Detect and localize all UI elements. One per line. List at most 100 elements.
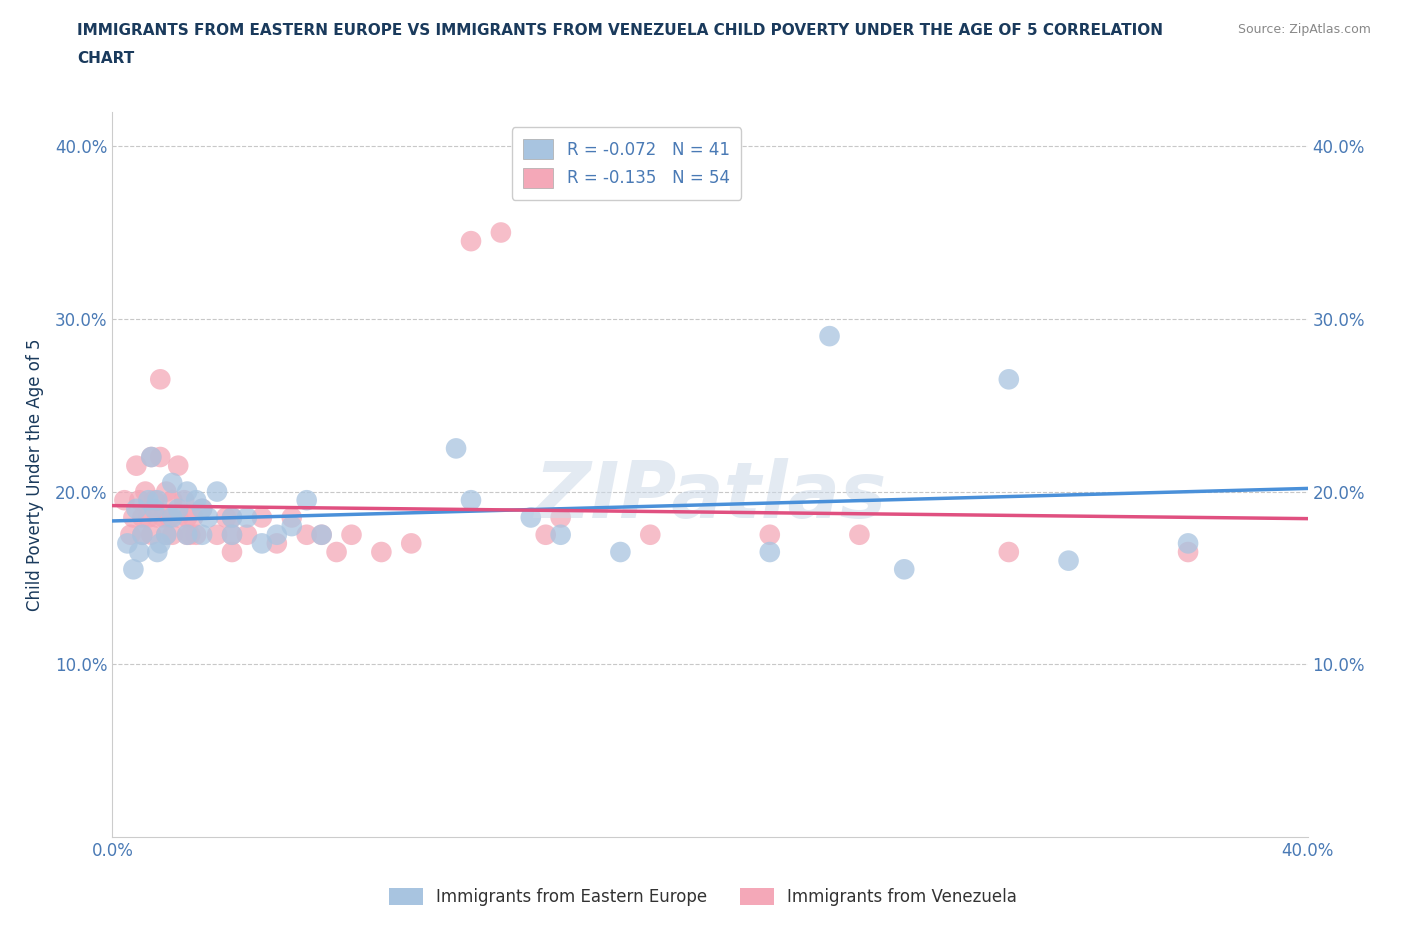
Point [122, 562, 145, 577]
Point [179, 527, 201, 542]
Point [146, 545, 169, 560]
Text: Source: ZipAtlas.com: Source: ZipAtlas.com [1237, 23, 1371, 36]
Point [266, 527, 288, 542]
Point [444, 441, 467, 456]
Point [141, 449, 163, 464]
Point [281, 510, 304, 525]
Point [125, 458, 148, 473]
Point [295, 527, 318, 542]
Point [295, 493, 318, 508]
Point [221, 545, 243, 560]
Point [221, 527, 243, 542]
Point [155, 485, 177, 499]
Legend: Immigrants from Eastern Europe, Immigrants from Venezuela: Immigrants from Eastern Europe, Immigran… [382, 881, 1024, 912]
Point [141, 527, 163, 542]
Y-axis label: Child Poverty Under the Age of 5: Child Poverty Under the Age of 5 [25, 338, 44, 611]
Point [141, 449, 163, 464]
Point [173, 493, 195, 508]
Point [236, 510, 259, 525]
Point [162, 475, 183, 490]
Point [340, 527, 363, 542]
Point [149, 449, 172, 464]
Point [221, 527, 243, 542]
Point [281, 519, 304, 534]
Point [125, 501, 148, 516]
Point [460, 493, 482, 508]
Point [176, 510, 198, 525]
Point [155, 527, 177, 542]
Point [311, 527, 333, 542]
Point [134, 485, 156, 499]
Legend: R = -0.072   N = 41, R = -0.135   N = 54: R = -0.072 N = 41, R = -0.135 N = 54 [512, 127, 741, 200]
Text: IMMIGRANTS FROM EASTERN EUROPE VS IMMIGRANTS FROM VENEZUELA CHILD POVERTY UNDER : IMMIGRANTS FROM EASTERN EUROPE VS IMMIGR… [77, 23, 1163, 38]
Point [550, 510, 572, 525]
Point [998, 372, 1021, 387]
Point [120, 527, 142, 542]
Point [250, 510, 273, 525]
Point [1057, 553, 1080, 568]
Point [998, 545, 1021, 560]
Point [311, 527, 333, 542]
Point [146, 493, 169, 508]
Point [1177, 536, 1199, 551]
Point [143, 493, 166, 508]
Point [157, 510, 180, 525]
Point [221, 510, 243, 525]
Point [550, 527, 572, 542]
Point [370, 545, 392, 560]
Point [818, 328, 841, 343]
Point [197, 510, 219, 525]
Point [176, 485, 198, 499]
Point [155, 527, 177, 542]
Point [138, 510, 160, 525]
Point [534, 527, 557, 542]
Point [122, 510, 145, 525]
Point [221, 510, 243, 525]
Point [250, 536, 273, 551]
Point [266, 536, 288, 551]
Point [117, 536, 139, 551]
Point [609, 545, 631, 560]
Point [149, 536, 172, 551]
Point [401, 536, 423, 551]
Point [205, 485, 228, 499]
Point [143, 501, 166, 516]
Point [149, 372, 172, 387]
Point [128, 545, 150, 560]
Point [162, 527, 183, 542]
Point [162, 510, 183, 525]
Point [640, 527, 662, 542]
Point [191, 527, 214, 542]
Point [205, 527, 228, 542]
Point [186, 493, 208, 508]
Point [460, 233, 482, 248]
Point [128, 493, 150, 508]
Point [146, 510, 169, 525]
Point [181, 510, 204, 525]
Point [893, 562, 915, 577]
Point [138, 493, 160, 508]
Point [131, 527, 153, 542]
Point [759, 527, 782, 542]
Point [759, 545, 782, 560]
Point [848, 527, 870, 542]
Point [167, 510, 190, 525]
Point [167, 458, 190, 473]
Point [162, 493, 183, 508]
Point [325, 545, 347, 560]
Text: CHART: CHART [77, 51, 135, 66]
Point [114, 493, 135, 508]
Point [1177, 545, 1199, 560]
Point [520, 510, 543, 525]
Point [186, 527, 208, 542]
Point [176, 527, 198, 542]
Point [131, 510, 153, 525]
Point [489, 225, 512, 240]
Point [215, 510, 238, 525]
Text: ZIPatlas: ZIPatlas [534, 458, 886, 534]
Point [131, 527, 153, 542]
Point [191, 501, 214, 516]
Point [167, 501, 190, 516]
Point [176, 527, 198, 542]
Point [152, 510, 174, 525]
